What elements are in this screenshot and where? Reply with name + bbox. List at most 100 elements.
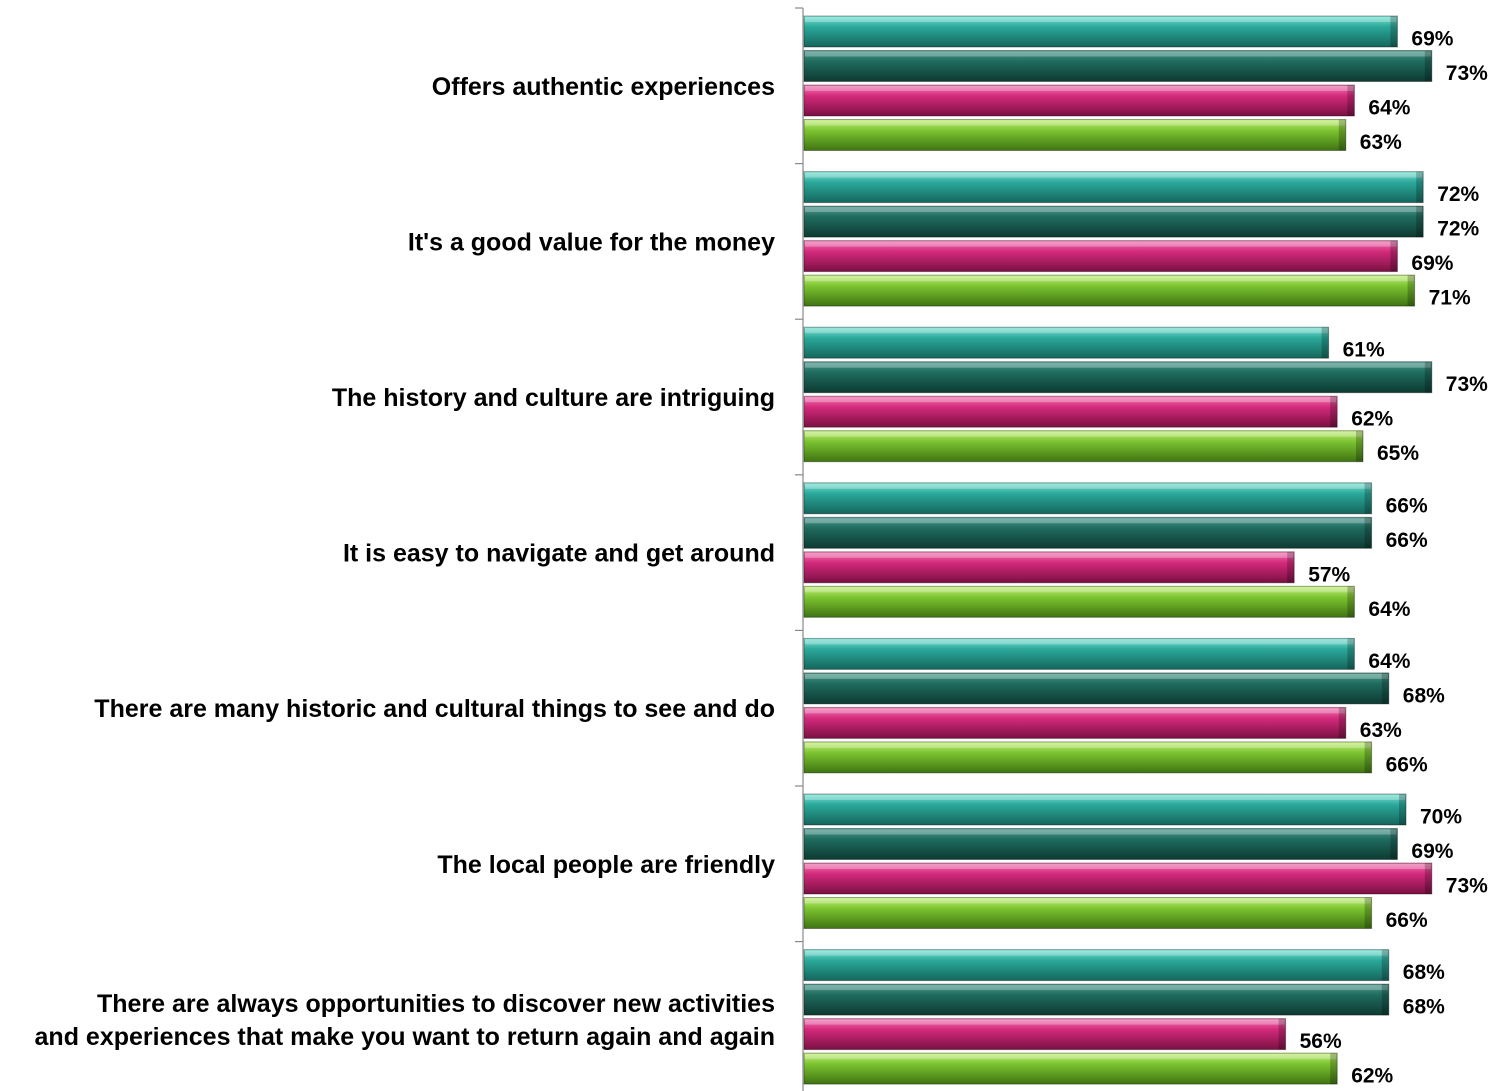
bar-highlight — [805, 241, 1397, 247]
bar — [803, 516, 1373, 549]
bar — [803, 672, 1390, 705]
bar-end-cap — [1390, 16, 1398, 47]
bar-highlight — [805, 864, 1431, 869]
bar-highlight — [805, 431, 1362, 437]
bar-end-cap — [1364, 741, 1372, 773]
category-label: It's a good value for the money — [408, 228, 775, 256]
bar-end-cap — [1424, 863, 1432, 894]
bar — [803, 551, 1295, 584]
category-label: The local people are friendly — [437, 851, 775, 879]
bar-end-cap — [1390, 828, 1398, 860]
bar-highlight — [805, 328, 1328, 334]
bar-end-cap — [1356, 430, 1363, 462]
bar-end-cap — [1424, 50, 1432, 82]
bar-end-cap — [1381, 949, 1389, 981]
bar-highlight — [805, 17, 1397, 22]
bar-highlight — [805, 708, 1345, 714]
bar — [803, 274, 1416, 307]
data-label: 68% — [1403, 996, 1445, 1019]
bar-highlight — [805, 483, 1371, 489]
bar-highlight — [805, 898, 1371, 904]
bar-highlight — [805, 673, 1388, 679]
bar-end-cap — [1347, 586, 1355, 618]
bar — [803, 741, 1373, 774]
bar — [803, 862, 1433, 895]
bar-highlight — [805, 172, 1423, 178]
bar-end-cap — [1424, 361, 1432, 393]
bar-highlight — [805, 587, 1354, 593]
bar-highlight — [805, 985, 1388, 991]
bar — [803, 50, 1433, 82]
data-label: 66% — [1386, 753, 1428, 776]
data-label: 73% — [1446, 373, 1488, 396]
bar-highlight — [805, 1019, 1285, 1025]
bar-end-cap — [1364, 482, 1372, 514]
bar-highlight — [805, 120, 1345, 126]
bar — [803, 793, 1407, 826]
data-label: 66% — [1386, 494, 1428, 517]
bar — [803, 1018, 1287, 1051]
bar-end-cap — [1330, 396, 1338, 428]
category-label: The history and culture are intriguing — [332, 384, 775, 412]
data-label: 64% — [1368, 650, 1410, 673]
bar-highlight — [805, 795, 1405, 800]
bar-end-cap — [1364, 517, 1372, 549]
bar-highlight — [805, 829, 1397, 835]
data-label: 63% — [1360, 131, 1402, 154]
bar-end-cap — [1338, 707, 1346, 739]
data-label: 56% — [1300, 1030, 1342, 1053]
data-label: 70% — [1420, 806, 1462, 829]
bar-highlight — [805, 397, 1337, 403]
data-label: 69% — [1411, 252, 1453, 275]
category-label: There are many historic and cultural thi… — [94, 695, 775, 723]
bar-highlight — [805, 362, 1431, 368]
bar-highlight — [805, 207, 1423, 213]
bar — [803, 430, 1364, 463]
bar-highlight — [805, 51, 1431, 57]
bar-end-cap — [1381, 672, 1389, 704]
bar-end-cap — [1407, 275, 1415, 307]
bar-end-cap — [1330, 1053, 1338, 1085]
bar — [803, 482, 1373, 515]
data-label: 72% — [1437, 183, 1479, 206]
bar — [803, 119, 1347, 151]
bar — [803, 84, 1355, 117]
bar — [803, 240, 1398, 273]
bar — [803, 983, 1390, 1016]
labels: Offers authentic experiences 69% 73% 64% 63%… — [35, 28, 1489, 1088]
bar-highlight — [805, 276, 1414, 282]
bar — [803, 897, 1373, 929]
bar-end-cap — [1381, 984, 1389, 1016]
data-label: 72% — [1437, 218, 1479, 241]
bar — [803, 205, 1424, 238]
bar-highlight — [805, 639, 1354, 645]
data-label: 57% — [1308, 563, 1350, 586]
bar — [803, 949, 1390, 982]
bar-highlight — [805, 86, 1354, 91]
bar-highlight — [805, 1054, 1337, 1060]
bar-end-cap — [1399, 794, 1406, 825]
data-label: 65% — [1377, 442, 1419, 465]
bar — [803, 326, 1330, 359]
data-label: 69% — [1411, 840, 1453, 863]
bar-end-cap — [1416, 206, 1424, 238]
bar-end-cap — [1338, 119, 1346, 151]
data-label: 73% — [1446, 62, 1488, 85]
data-label: 73% — [1446, 875, 1488, 898]
bar-end-cap — [1416, 171, 1424, 203]
bars — [803, 15, 1433, 1085]
data-label: 66% — [1386, 529, 1428, 552]
category-label: It is easy to navigate and get around — [343, 540, 775, 568]
bar-highlight — [805, 518, 1371, 524]
category-label: There are always opportunities to discov… — [35, 990, 775, 1051]
data-label: 63% — [1360, 719, 1402, 742]
bar — [803, 828, 1398, 860]
bar — [803, 361, 1433, 394]
category-axis — [795, 7, 804, 1091]
bar-end-cap — [1364, 897, 1372, 929]
data-label: 62% — [1351, 408, 1393, 431]
bar — [803, 395, 1338, 428]
data-label: 69% — [1411, 28, 1453, 51]
bar-highlight — [805, 950, 1388, 956]
data-label: 61% — [1343, 339, 1385, 362]
